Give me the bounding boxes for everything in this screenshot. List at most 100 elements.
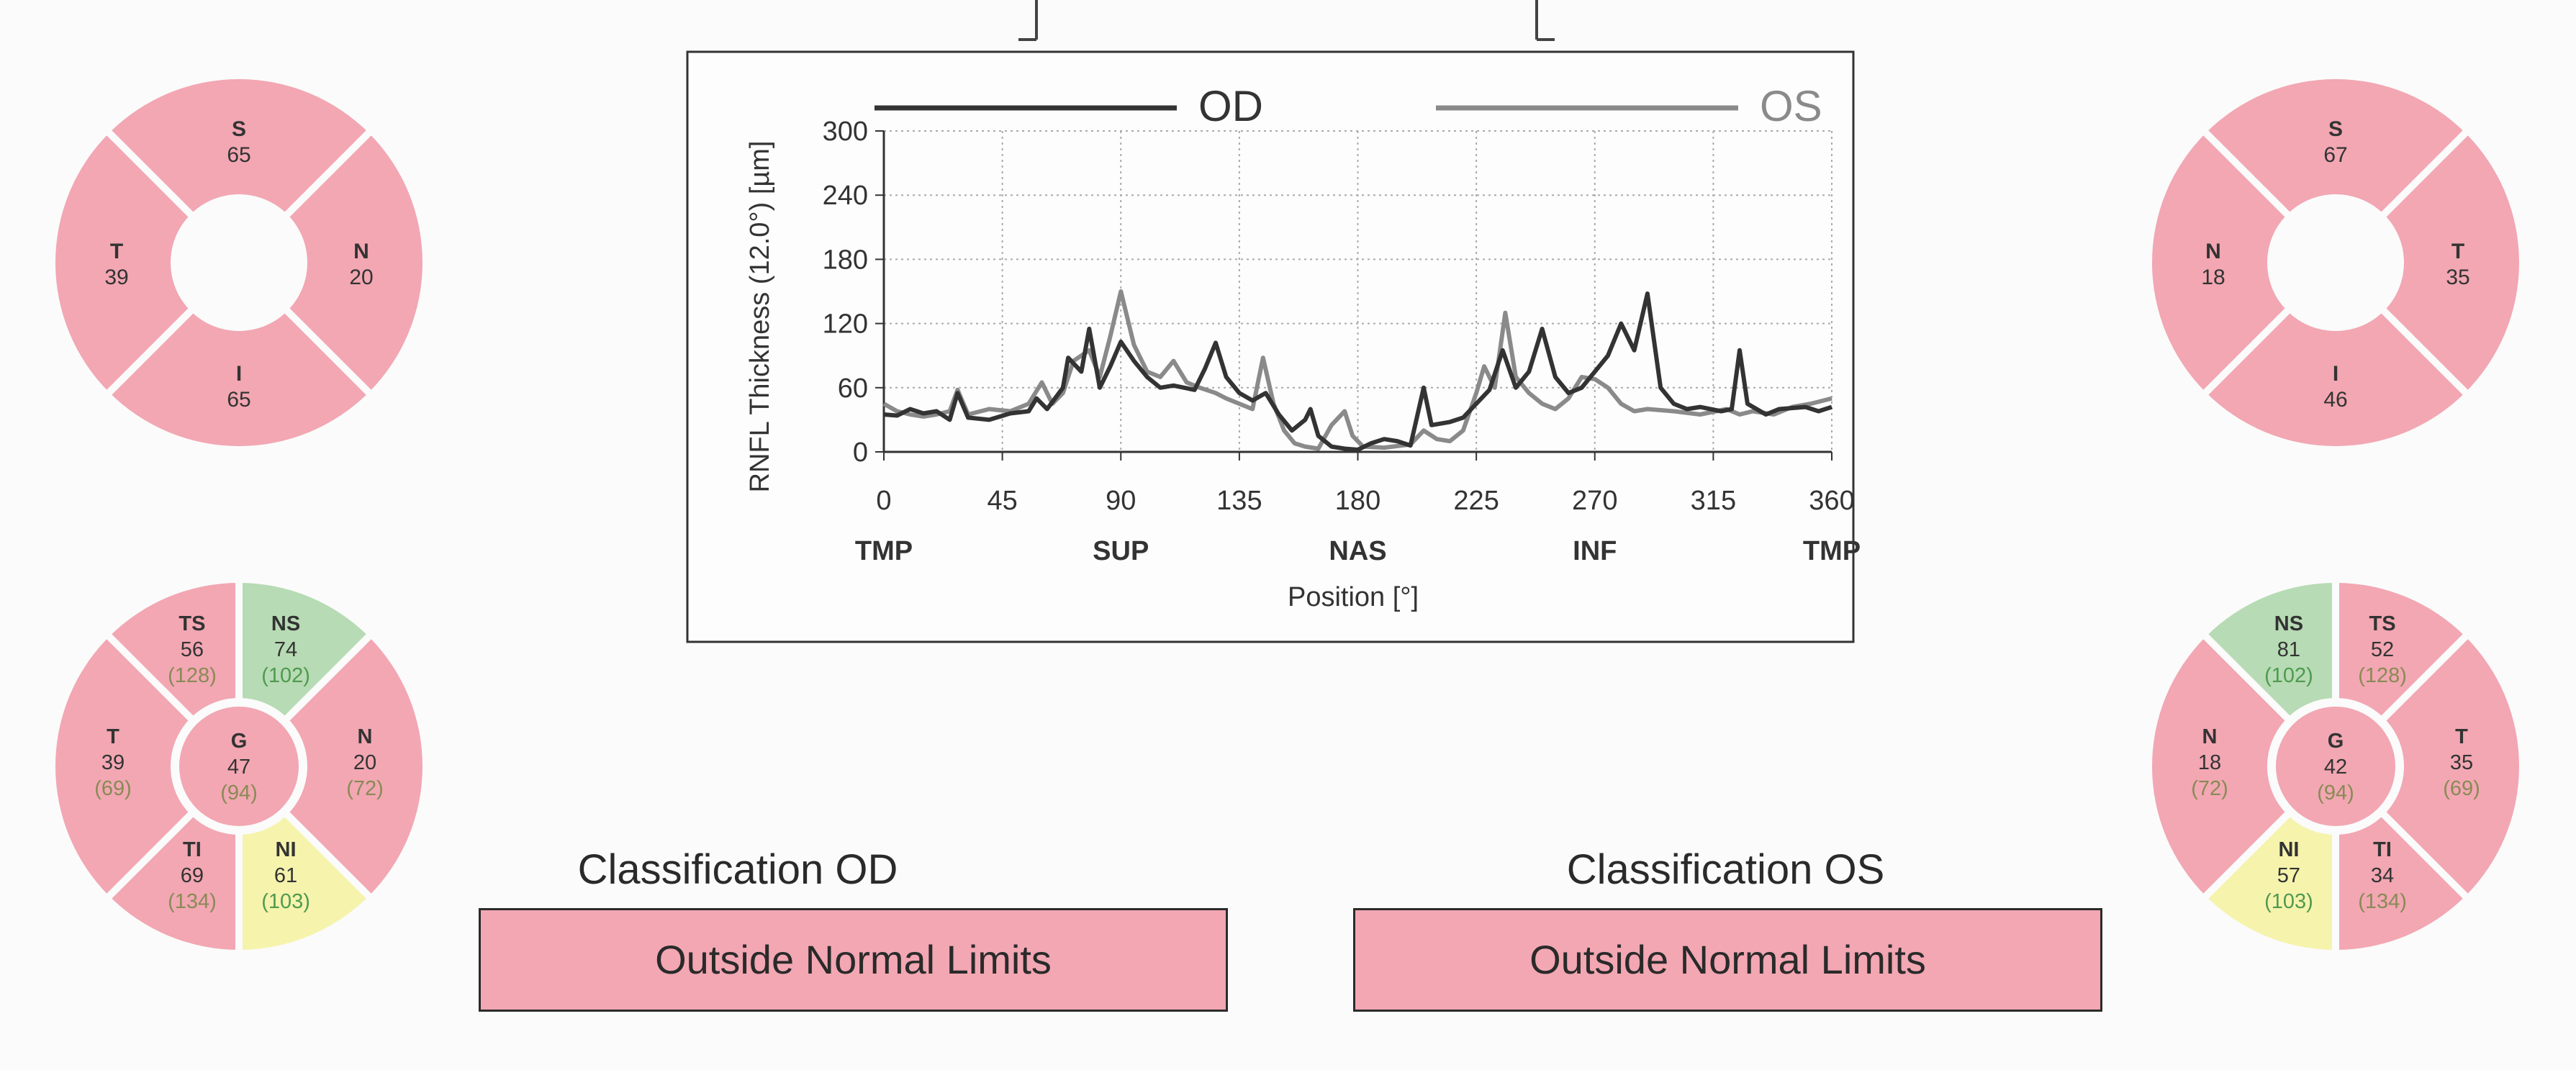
od-sector-normal: (128) [168, 664, 217, 687]
od-quadrant-label: S [232, 117, 246, 141]
od-sector-normal: (72) [346, 777, 384, 800]
od-sector-ti [109, 815, 239, 950]
od-sector-label: NI [276, 838, 297, 861]
od-quadrant-value: 65 [227, 143, 250, 167]
od-quadrant-divider [105, 307, 194, 396]
y-tick-label: 240 [823, 181, 868, 211]
os-quadrant-map: S67 T 35 I46 N 18 [2152, 78, 2520, 447]
od-sector-value: 74 [274, 638, 297, 661]
os-sector-ti [2336, 815, 2466, 950]
classification-od-title: Classification OD [577, 846, 898, 893]
od-quadrant-value: 65 [227, 388, 250, 412]
os-quadrant-s [2205, 78, 2466, 214]
os-sector-ni [2205, 815, 2336, 951]
x-tick-label: 225 [1453, 486, 1499, 516]
od-sector-ni [239, 815, 369, 950]
os-quadrant-value: 18 [2201, 266, 2225, 289]
os-sector-divider [2380, 811, 2469, 900]
os-quadrant-value: 35 [2446, 266, 2469, 289]
os-quadrant-t [2384, 132, 2520, 393]
os-sector-normal: (94) [2317, 781, 2354, 804]
od-sector-divider [284, 633, 373, 722]
region-label: SUP [1093, 536, 1149, 566]
os-sector-divider [2202, 633, 2291, 722]
od-sector-value: 56 [181, 638, 204, 661]
os-sector-label: NS [2274, 612, 2303, 635]
x-tick-label: 135 [1216, 486, 1262, 516]
od-sector-label: TS [178, 612, 205, 635]
od-sector-value: 39 [101, 751, 125, 774]
series-line-od [883, 291, 1832, 452]
os-sector-t [2384, 636, 2519, 897]
os-quadrant-n [2152, 132, 2287, 393]
os-quadrant-i [2205, 311, 2466, 447]
os-quadrant-label: I [2333, 362, 2338, 386]
region-label: TMP [1803, 536, 1861, 566]
os-sector-value: 34 [2371, 864, 2394, 887]
os-sector-ts [2336, 583, 2466, 718]
os-sector-divider [2202, 811, 2291, 900]
od-sector-value: 47 [227, 756, 250, 779]
os-quadrant-value: 67 [2323, 143, 2347, 167]
legend-label-od: OD [1198, 82, 1263, 130]
od-sector-normal: (102) [261, 664, 310, 687]
od-quadrant-s [109, 79, 369, 214]
chart-frame [686, 50, 1855, 643]
os-quadrant-value: 46 [2323, 388, 2347, 412]
legend-label-os: OS [1760, 82, 1822, 130]
os-sector-normal: (72) [2191, 777, 2228, 800]
x-tick-label: 360 [1809, 486, 1854, 516]
os-sector-ns [2205, 583, 2336, 718]
od-sector-value: 69 [181, 864, 204, 887]
os-sector-n [2152, 636, 2287, 897]
od-sector-label: NS [271, 612, 300, 635]
os-sector-value: 35 [2450, 751, 2473, 774]
classification-od-result: Outside Normal Limits [479, 908, 1228, 1012]
os-sector-label: TS [2369, 612, 2396, 635]
chart-x-axis-label: Position [°] [1288, 582, 1419, 612]
od-sector-n [287, 636, 423, 897]
od-sector-divider [105, 811, 194, 900]
os-sector-value: 57 [2277, 864, 2300, 887]
y-tick-label: 120 [823, 309, 868, 340]
od-sector-divider [105, 633, 194, 722]
od-sector-g [179, 707, 299, 826]
od-quadrant-divider [105, 129, 194, 218]
os-quadrant-divider [2380, 129, 2469, 218]
od-quadrant-divider [284, 307, 373, 396]
x-tick-label: 270 [1572, 486, 1617, 516]
os-sector-label: T [2455, 725, 2468, 748]
od-quadrant-n [287, 132, 423, 393]
os-sector-normal: (103) [2264, 890, 2313, 913]
x-tick-label: 90 [1106, 486, 1136, 516]
os-sector-value: 81 [2277, 638, 2300, 661]
od-sector-divider [284, 811, 373, 900]
od-sector-value: 61 [274, 864, 297, 887]
os-sector-label: TI [2373, 838, 2392, 861]
od-sector-normal: (69) [94, 777, 132, 800]
classification-os-title: Classification OS [1566, 846, 1885, 893]
od-sector-normal: (134) [168, 890, 217, 913]
od-quadrant-value: 39 [104, 266, 128, 289]
os-sector-map: NS 81 (102) TS 52 (128) T 35 (69) TI 34 (134) NI 57 (1… [2152, 581, 2519, 951]
od-sector-label: N [358, 725, 373, 748]
y-tick-label: 300 [823, 117, 868, 147]
x-tick-label: 315 [1691, 486, 1736, 516]
od-quadrant-divider [284, 129, 373, 218]
os-quadrant-label: N [2205, 240, 2221, 263]
os-sector-value: 42 [2324, 756, 2347, 779]
chart-series [882, 289, 1832, 452]
od-sector-label: G [231, 730, 248, 753]
chart-y-axis-label: RNFL Thickness (12.0°) [µm] [745, 141, 775, 493]
chart-axes: 0 60 120 180 240 300 0 45 90 135 180 225 270 315 360 TM… [823, 117, 1861, 566]
od-sector-normal: (103) [261, 890, 310, 913]
os-sector-divider [2380, 633, 2469, 722]
od-quadrant-label: I [236, 362, 242, 386]
region-label: TMP [855, 536, 913, 566]
os-quadrant-divider [2202, 307, 2291, 396]
os-sector-g [2276, 707, 2395, 826]
y-tick-label: 0 [853, 437, 868, 468]
os-sector-label: NI [2278, 838, 2299, 861]
